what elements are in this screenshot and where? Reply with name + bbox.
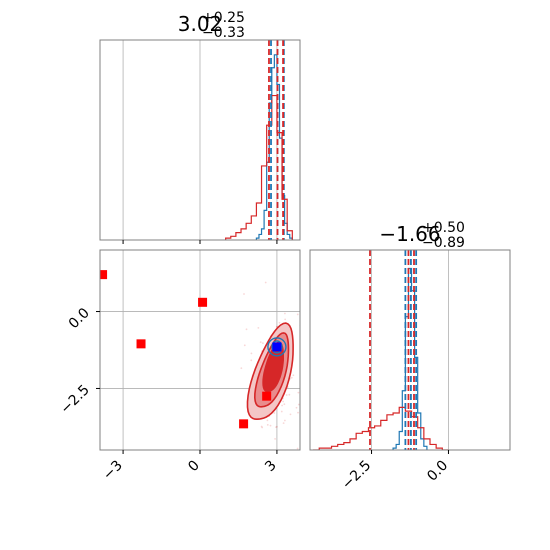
title-lower-error: −0.33 bbox=[202, 25, 245, 41]
sample-point bbox=[243, 344, 246, 347]
sample-point bbox=[296, 313, 299, 316]
sample-point bbox=[260, 425, 263, 428]
sample-point bbox=[259, 341, 262, 344]
sample-point bbox=[288, 393, 291, 396]
red-square-marker bbox=[262, 391, 272, 401]
y-tick-label: 0.0 bbox=[66, 305, 93, 332]
sample-point bbox=[290, 376, 293, 379]
histogram-series bbox=[225, 54, 293, 240]
sample-point bbox=[305, 422, 307, 424]
sample-point bbox=[284, 318, 287, 321]
title-upper-error: +0.50 bbox=[422, 220, 465, 236]
sample-point bbox=[297, 411, 299, 414]
histogram-step bbox=[392, 267, 428, 450]
axes-frame bbox=[309, 249, 511, 451]
sample-point bbox=[275, 426, 277, 429]
red-square-marker bbox=[239, 419, 249, 429]
sample-point bbox=[289, 413, 292, 416]
sample-point bbox=[295, 406, 298, 409]
sample-point bbox=[297, 403, 300, 406]
histogram-series bbox=[313, 267, 449, 450]
sample-point bbox=[281, 404, 283, 407]
sample-point bbox=[282, 400, 285, 403]
blue-square-marker bbox=[272, 342, 282, 352]
sample-point bbox=[283, 312, 286, 315]
x-tick-label: 0 bbox=[185, 458, 203, 476]
title-main: −1.66 bbox=[379, 222, 440, 246]
grid-lines bbox=[122, 40, 278, 240]
panel-title: 3.02 bbox=[178, 12, 223, 36]
sample-point bbox=[266, 419, 269, 422]
blue-contour-inner bbox=[271, 340, 283, 354]
sample-point bbox=[327, 367, 329, 369]
x-tick-label: 0.0 bbox=[424, 458, 451, 485]
sample-point bbox=[292, 374, 295, 377]
sample-point bbox=[297, 391, 300, 394]
contour-level-inner bbox=[262, 341, 284, 393]
x-ticks: −2.5 0.0 bbox=[339, 450, 451, 493]
sample-point bbox=[283, 419, 286, 422]
panel-title: −1.66 bbox=[379, 222, 440, 246]
sample-point bbox=[240, 367, 243, 370]
x-ticks bbox=[122, 240, 278, 244]
title-upper-error: +0.25 bbox=[202, 10, 245, 26]
x-tick-label: −3 bbox=[100, 458, 126, 484]
red-square-marker bbox=[198, 297, 208, 307]
red-square-marker bbox=[100, 270, 108, 280]
sample-point bbox=[296, 447, 299, 450]
sample-point bbox=[278, 321, 281, 324]
sample-point bbox=[304, 375, 306, 377]
red-square-marker bbox=[136, 339, 146, 349]
x-tick-label: 3 bbox=[262, 458, 280, 476]
sample-point bbox=[285, 394, 288, 396]
sample-point bbox=[257, 327, 260, 329]
sample-point bbox=[261, 342, 264, 345]
sample-point bbox=[282, 422, 285, 425]
grid-lines bbox=[371, 250, 449, 450]
blue-contour-outer bbox=[267, 337, 287, 357]
sample-point bbox=[250, 352, 253, 355]
sample-point bbox=[266, 423, 269, 426]
quantile-lines bbox=[369, 250, 418, 450]
sample-point bbox=[274, 437, 276, 440]
sample-point bbox=[307, 339, 309, 341]
sample-point bbox=[243, 293, 245, 295]
y-tick-label: −2.5 bbox=[57, 382, 92, 417]
sample-point bbox=[264, 281, 267, 284]
sample-point bbox=[250, 359, 253, 362]
panel-bottom-right: −2.5 0.0 −1.66 +0.50 −0.89 bbox=[309, 220, 511, 493]
sample-point bbox=[245, 328, 248, 331]
sample-point bbox=[273, 412, 276, 414]
quantile-lines bbox=[268, 40, 285, 240]
histogram-step bbox=[313, 406, 449, 450]
sample-point bbox=[269, 424, 272, 427]
sample-point bbox=[261, 426, 264, 429]
title-main: 3.02 bbox=[178, 12, 223, 36]
panel-top-left: 3.02 +0.25 −0.33 bbox=[99, 10, 301, 244]
histogram-step bbox=[225, 94, 293, 240]
panel-bottom-left: −3 0 3 0.0 −2.5 bbox=[57, 249, 329, 483]
title-lower-error: −0.89 bbox=[422, 235, 465, 251]
sample-point bbox=[276, 425, 278, 428]
scatter-contours bbox=[100, 270, 329, 450]
x-tick-label: −2.5 bbox=[339, 458, 374, 493]
axis-ticks: −3 0 3 0.0 −2.5 bbox=[57, 305, 279, 483]
sample-point bbox=[283, 403, 286, 406]
sample-point bbox=[280, 410, 283, 413]
